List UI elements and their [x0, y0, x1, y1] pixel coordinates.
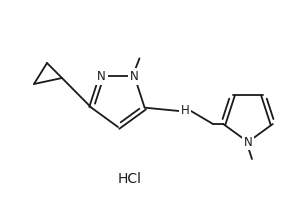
Text: N: N	[97, 70, 106, 83]
Text: N: N	[130, 70, 139, 83]
Text: HCl: HCl	[118, 172, 142, 186]
Text: H: H	[181, 104, 189, 118]
Text: N: N	[244, 135, 252, 149]
